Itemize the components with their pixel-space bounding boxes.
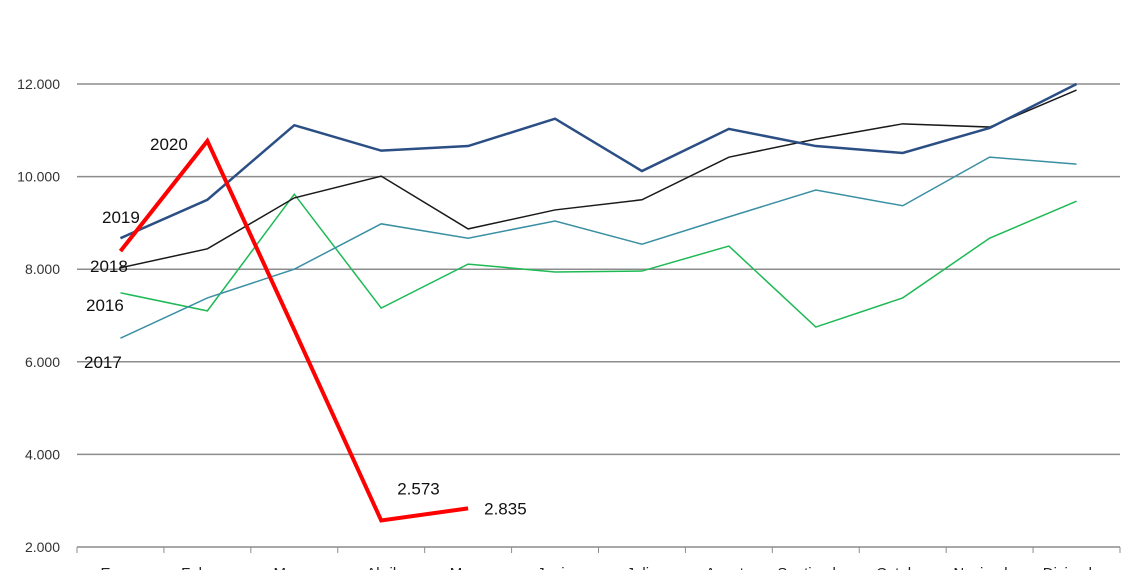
series-labels: 2016 2017 2018 2019 2020 2.573 2.835 xyxy=(84,135,527,518)
series-line-2017 xyxy=(120,156,1077,339)
series-label-2017: 2017 xyxy=(84,353,122,372)
gridlines xyxy=(77,83,1120,548)
series-line-2018 xyxy=(120,89,1077,269)
data-label: 2.835 xyxy=(484,499,527,518)
x-tick-label: Enero xyxy=(100,565,140,570)
data-label: 2.573 xyxy=(397,479,440,498)
series-label-2018: 2018 xyxy=(90,257,128,276)
series-line-2016 xyxy=(120,192,1077,328)
x-tick-label: Junio xyxy=(537,565,573,570)
x-tick-label: Marzo xyxy=(273,565,315,570)
x-tick-label: Octubre xyxy=(876,565,929,570)
y-tick-label: 6.000 xyxy=(25,354,60,370)
y-tick-label: 8.000 xyxy=(25,261,60,277)
x-tick-label: Diciembre xyxy=(1043,565,1111,570)
series-line-2019 xyxy=(119,82,1078,240)
y-tick-label: 12.000 xyxy=(17,76,60,92)
x-tick-label: Abril xyxy=(366,565,396,570)
y-tick-label: 2.000 xyxy=(25,539,60,555)
series-lines xyxy=(118,82,1078,523)
x-tick-label: Mayo xyxy=(450,565,487,570)
x-axis: Enero Febrero Marzo Abril Mayo Junio Julio Agos… xyxy=(76,547,1121,570)
x-tick-label: Febrero xyxy=(181,565,234,570)
series-label-2016: 2016 xyxy=(86,296,124,315)
x-tick-label: Noviembre xyxy=(953,565,1026,570)
x-tick-label: Agosto xyxy=(706,565,753,570)
x-tick-label: Septiembre xyxy=(777,565,854,570)
y-tick-label: 4.000 xyxy=(25,446,60,462)
x-tick-label: Julio xyxy=(627,565,658,570)
y-tick-label: 10.000 xyxy=(17,169,60,185)
series-label-2019: 2019 xyxy=(102,208,140,227)
y-axis-ticks: 2.000 4.000 6.000 8.000 10.000 12.000 xyxy=(17,76,60,555)
series-line-2020 xyxy=(118,137,469,523)
series-label-2020: 2020 xyxy=(150,135,188,154)
